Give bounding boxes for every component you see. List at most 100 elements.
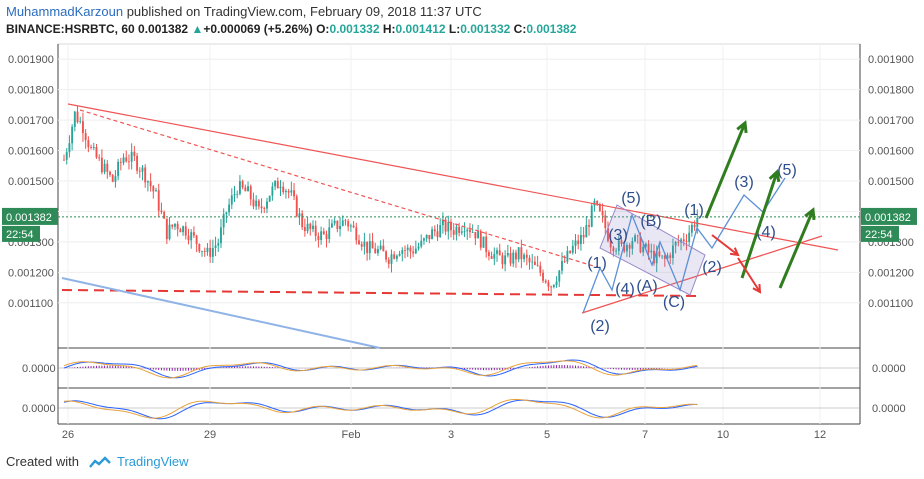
bullish-arrow-head — [804, 207, 816, 221]
candle — [452, 230, 455, 235]
candle — [201, 250, 203, 252]
symbol-line: BINANCE:HSRBTC, 60 0.001382 ▲+0.000069 (… — [6, 22, 576, 36]
wave-label: (4) — [615, 281, 635, 298]
candle — [276, 180, 279, 189]
open-label: O: — [316, 22, 330, 36]
macd2-line — [63, 399, 698, 420]
candle — [84, 133, 87, 141]
wave-label: (B) — [640, 213, 661, 230]
ascending-trend-line — [581, 235, 823, 314]
candle — [236, 193, 239, 195]
candle — [666, 255, 669, 259]
candle — [674, 242, 677, 246]
wave-label: (2) — [702, 259, 722, 276]
blue-trend-line — [61, 277, 381, 349]
close-label: C: — [513, 22, 527, 36]
x-tick-label: Feb — [342, 429, 361, 441]
candle — [128, 161, 130, 163]
candle — [341, 220, 344, 226]
candle — [528, 257, 531, 263]
y-tick-label-right: 0.001500 — [868, 176, 914, 188]
candle — [268, 195, 271, 202]
candle — [579, 235, 582, 245]
candle — [588, 225, 590, 227]
wave-label: (5) — [777, 162, 797, 179]
candle — [574, 240, 577, 246]
y-tick-label-left: 0.001600 — [8, 146, 54, 158]
candle — [669, 255, 672, 259]
bullish-arrow-head — [736, 120, 748, 134]
candle — [620, 240, 623, 244]
candle — [631, 241, 634, 249]
wave-label: (3) — [734, 174, 754, 191]
candle — [160, 210, 163, 213]
candle — [206, 247, 209, 252]
candle — [290, 190, 293, 193]
candle — [509, 253, 512, 264]
candle — [263, 208, 266, 209]
indicator-value-left: 0.0000 — [22, 403, 56, 415]
candle — [312, 225, 314, 230]
candle — [439, 225, 442, 238]
candle — [504, 255, 507, 265]
candle — [293, 190, 295, 197]
candle — [390, 254, 393, 264]
candle — [355, 227, 358, 241]
wave-label: (3) — [608, 227, 628, 244]
wave-label: (A) — [636, 278, 657, 295]
up-arrow-icon: ▲ — [191, 22, 204, 36]
candle — [73, 111, 76, 127]
last-price: 0.001382 — [138, 22, 189, 36]
macd-line — [63, 359, 698, 379]
candle — [525, 254, 528, 258]
candle — [92, 146, 95, 148]
candle — [255, 200, 258, 207]
x-tick-label: 12 — [814, 429, 826, 441]
candle — [298, 213, 301, 217]
candle — [203, 250, 206, 252]
candle — [217, 243, 220, 246]
candle — [368, 241, 371, 254]
candle — [249, 186, 252, 200]
candle — [533, 261, 536, 265]
low-value: 0.001332 — [460, 22, 511, 36]
candle — [552, 284, 555, 287]
candle — [550, 286, 553, 288]
candle — [487, 252, 490, 257]
candle — [182, 226, 185, 233]
candle — [609, 240, 612, 248]
tradingview-link[interactable]: TradingView — [116, 454, 189, 469]
y-tick-label-left: 0.001800 — [8, 85, 54, 97]
time-tag-text-left: 22:54 — [6, 229, 34, 241]
candle — [266, 201, 268, 209]
candle — [444, 219, 447, 232]
correction-channel — [599, 204, 706, 296]
wave-label: (4) — [756, 224, 776, 241]
indicator-value-left: 0.0000 — [22, 363, 56, 375]
bullish-arrow — [704, 122, 747, 219]
candle — [322, 231, 325, 235]
candle — [431, 229, 434, 240]
candle — [479, 230, 482, 248]
candle — [607, 228, 609, 241]
candle — [420, 240, 423, 247]
candle — [344, 220, 347, 222]
open-value: 0.001332 — [329, 22, 380, 36]
y-tick-label-right: 0.001900 — [868, 54, 914, 66]
candle — [463, 231, 466, 232]
candle — [447, 222, 450, 232]
candle — [122, 157, 125, 163]
candle — [114, 176, 117, 182]
candle — [379, 245, 382, 250]
wave-label: (C) — [663, 294, 685, 311]
candle — [152, 186, 155, 192]
candle — [428, 234, 431, 240]
candle — [117, 161, 120, 177]
candle — [642, 246, 645, 253]
candle — [187, 235, 190, 241]
candle — [271, 186, 274, 196]
candle — [677, 242, 680, 243]
wave-label: (2) — [590, 318, 610, 335]
author-link[interactable]: MuhammadKarzoun — [6, 4, 124, 19]
